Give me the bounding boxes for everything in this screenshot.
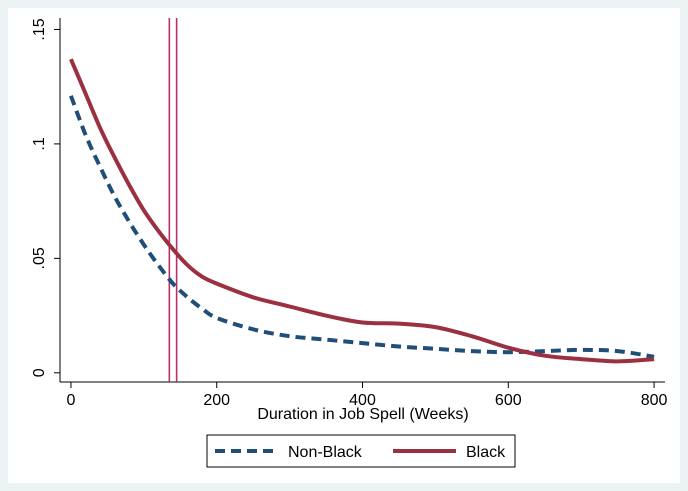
axes: 0 200 400 600 800 0 .05 .1 .15: [31, 18, 668, 409]
x-tick-label: 800: [641, 392, 668, 409]
x-tick-label: 0: [66, 392, 75, 409]
y-tick-label: .05: [31, 247, 48, 269]
chart-background: [8, 8, 680, 483]
legend: Non-Black Black: [206, 434, 516, 468]
legend-box: [206, 434, 516, 468]
series-line-black: [69, 58, 655, 364]
y-tick-label: 0: [31, 368, 48, 377]
legend-label: Non-Black: [288, 444, 363, 461]
reference-lines: [168, 18, 178, 382]
x-tick-label: 200: [203, 392, 230, 409]
series-layer: [69, 58, 655, 364]
y-tick-label: .15: [31, 18, 48, 40]
x-tick-label: 400: [349, 392, 376, 409]
y-tick-label: .1: [31, 137, 48, 150]
series-line-non-black: [69, 95, 655, 359]
x-axis-title: Duration in Job Spell (Weeks): [257, 406, 468, 423]
legend-label: Black: [466, 444, 506, 461]
x-tick-label: 600: [495, 392, 522, 409]
